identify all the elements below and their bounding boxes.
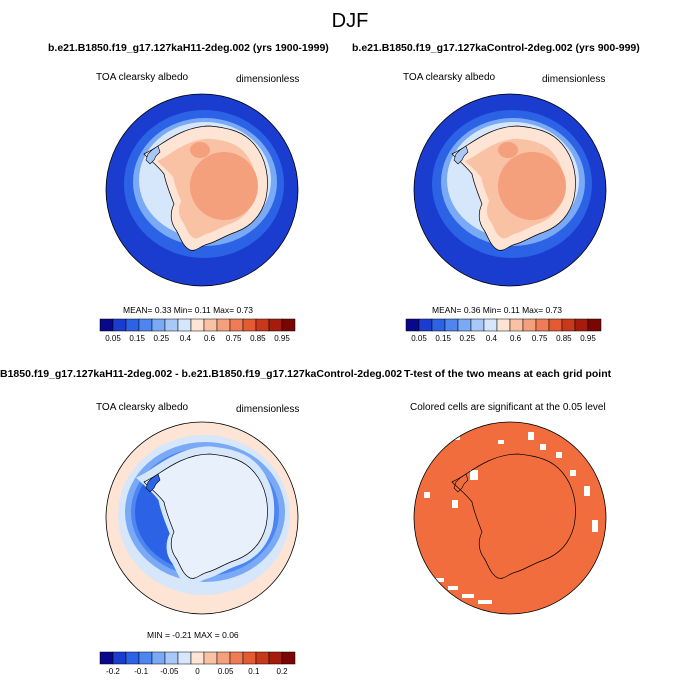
panel2-colorbar-tick-label: 0.95 — [580, 334, 596, 343]
panel2-colorbar-tick-label: 0.4 — [486, 334, 498, 343]
panel3-title: B1850.f19_g17.127kaH11-2deg.002 - b.e21.… — [0, 368, 403, 380]
panel4-title: T-test of the two means at each grid poi… — [404, 368, 612, 380]
panel1-map — [105, 93, 299, 287]
panel3-colorbar-tick-label: 0.05 — [218, 667, 234, 676]
panel3-colorbar-swatch — [203, 651, 218, 665]
panel2-colorbar-swatch — [470, 318, 485, 332]
panel3-colorbar-swatch — [138, 651, 153, 665]
panel3-colorbar-swatch — [151, 651, 166, 665]
panel1-colorbar-swatch — [190, 318, 205, 332]
panel4-map — [413, 421, 607, 615]
panel2-title: b.e21.B1850.f19_g17.127kaControl-2deg.00… — [352, 42, 640, 54]
panel1-title: b.e21.B1850.f19_g17.127kaH11-2deg.002 (y… — [48, 42, 329, 54]
panel3-colorbar-tick-label: 0.2 — [276, 667, 288, 676]
panel3-colorbar-swatch — [125, 651, 140, 665]
panel1-colorbar-swatch — [281, 318, 296, 332]
panel3-colorbar-swatch — [255, 651, 270, 665]
panel2-colorbar-tick-label: 0.05 — [411, 334, 427, 343]
panel3-variable-label: TOA clearsky albedo — [96, 402, 189, 413]
panel2-colorbar-swatch — [509, 318, 524, 332]
panel3-colorbar: -0.2 -0.1 -0.05 0 0.05 0.1 0.2 — [99, 651, 296, 676]
panel3-colorbar-tick-label: 0.1 — [248, 667, 260, 676]
panel1-variable-label: TOA clearsky albedo — [96, 72, 189, 83]
panel2-colorbar-swatch — [574, 318, 589, 332]
panel1-colorbar-swatch — [177, 318, 192, 332]
panel3-colorbar-swatch — [190, 651, 205, 665]
panel1-units-label: dimensionless — [236, 74, 300, 85]
panel1-colorbar-swatch — [99, 318, 114, 332]
panel2-colorbar-swatch — [496, 318, 511, 332]
panel1-colorbar-tick-label: 0.25 — [153, 334, 169, 343]
panel3-colorbar-swatch — [281, 651, 296, 665]
panel3-colorbar-tick-label: -0.05 — [160, 667, 179, 676]
panel2-colorbar-swatch — [418, 318, 433, 332]
panel3-map — [105, 421, 299, 615]
panel3-colorbar-tick-label: -0.2 — [106, 667, 120, 676]
panel1-colorbar-tick-label: 0.6 — [204, 334, 216, 343]
panel1-stats: MEAN= 0.33 Min= 0.11 Max= 0.73 — [123, 305, 254, 315]
panel1-colorbar-tick-label: 0.95 — [274, 334, 290, 343]
panel2-colorbar-swatch — [587, 318, 602, 332]
panel1-colorbar-tick-label: 0.85 — [250, 334, 266, 343]
panel2-colorbar: 0.05 0.15 0.25 0.4 0.6 0.75 0.85 0.95 — [405, 318, 602, 343]
panel2-colorbar-tick-label: 0.6 — [510, 334, 522, 343]
panel2-colorbar-swatch — [457, 318, 472, 332]
panel3-colorbar-swatch — [229, 651, 244, 665]
panel2-colorbar-swatch — [405, 318, 420, 332]
panel2-colorbar-tick-label: 0.85 — [556, 334, 572, 343]
panel2-stats: MEAN= 0.36 Min= 0.11 Max= 0.73 — [432, 305, 563, 315]
panel3-colorbar-swatch — [268, 651, 283, 665]
panel1-colorbar-tick-label: 0.4 — [180, 334, 192, 343]
panel1-colorbar-swatch — [138, 318, 153, 332]
figure-title: DJF — [331, 10, 369, 32]
panel4-note-label: Colored cells are significant at the 0.0… — [410, 402, 606, 413]
panel1-colorbar-swatch — [125, 318, 140, 332]
panel3-units-label: dimensionless — [236, 404, 300, 415]
panel1-colorbar-tick-label: 0.05 — [105, 334, 121, 343]
panel2-units-label: dimensionless — [542, 74, 606, 85]
panel1-colorbar-swatch — [242, 318, 257, 332]
panel3-stats: MIN = -0.21 MAX = 0.06 — [147, 630, 239, 640]
panel2-colorbar-swatch — [548, 318, 563, 332]
panel1-colorbar-swatch — [151, 318, 166, 332]
panel3-colorbar-swatch — [177, 651, 192, 665]
panel1-colorbar: 0.05 0.15 0.25 0.4 0.6 0.75 0.85 0.95 — [99, 318, 296, 343]
panel1-colorbar-swatch — [203, 318, 218, 332]
panel1-colorbar-swatch — [255, 318, 270, 332]
panel2-colorbar-swatch — [444, 318, 459, 332]
panel2-colorbar-swatch — [431, 318, 446, 332]
panel3-colorbar-swatch — [112, 651, 127, 665]
panel2-colorbar-tick-label: 0.15 — [435, 334, 451, 343]
panel2-colorbar-swatch — [561, 318, 576, 332]
panel3-colorbar-tick-label: 0 — [195, 667, 200, 676]
panel2-variable-label: TOA clearsky albedo — [403, 72, 496, 83]
panel2-map — [413, 93, 607, 287]
panel2-colorbar-tick-label: 0.75 — [532, 334, 548, 343]
panel2-colorbar-swatch — [483, 318, 498, 332]
panel1-colorbar-swatch — [112, 318, 127, 332]
panel3-colorbar-tick-label: -0.1 — [134, 667, 148, 676]
panel3-colorbar-swatch — [242, 651, 257, 665]
panel1-colorbar-tick-label: 0.75 — [226, 334, 242, 343]
panel2-colorbar-swatch — [535, 318, 550, 332]
panel3-colorbar-swatch — [164, 651, 179, 665]
panel2-colorbar-swatch — [522, 318, 537, 332]
panel1-colorbar-swatch — [216, 318, 231, 332]
panel1-colorbar-swatch — [268, 318, 283, 332]
panel3-colorbar-swatch — [216, 651, 231, 665]
panel2-colorbar-tick-label: 0.25 — [459, 334, 475, 343]
panel1-colorbar-tick-label: 0.15 — [129, 334, 145, 343]
panel1-colorbar-swatch — [229, 318, 244, 332]
panel3-colorbar-swatch — [99, 651, 114, 665]
panel1-colorbar-swatch — [164, 318, 179, 332]
